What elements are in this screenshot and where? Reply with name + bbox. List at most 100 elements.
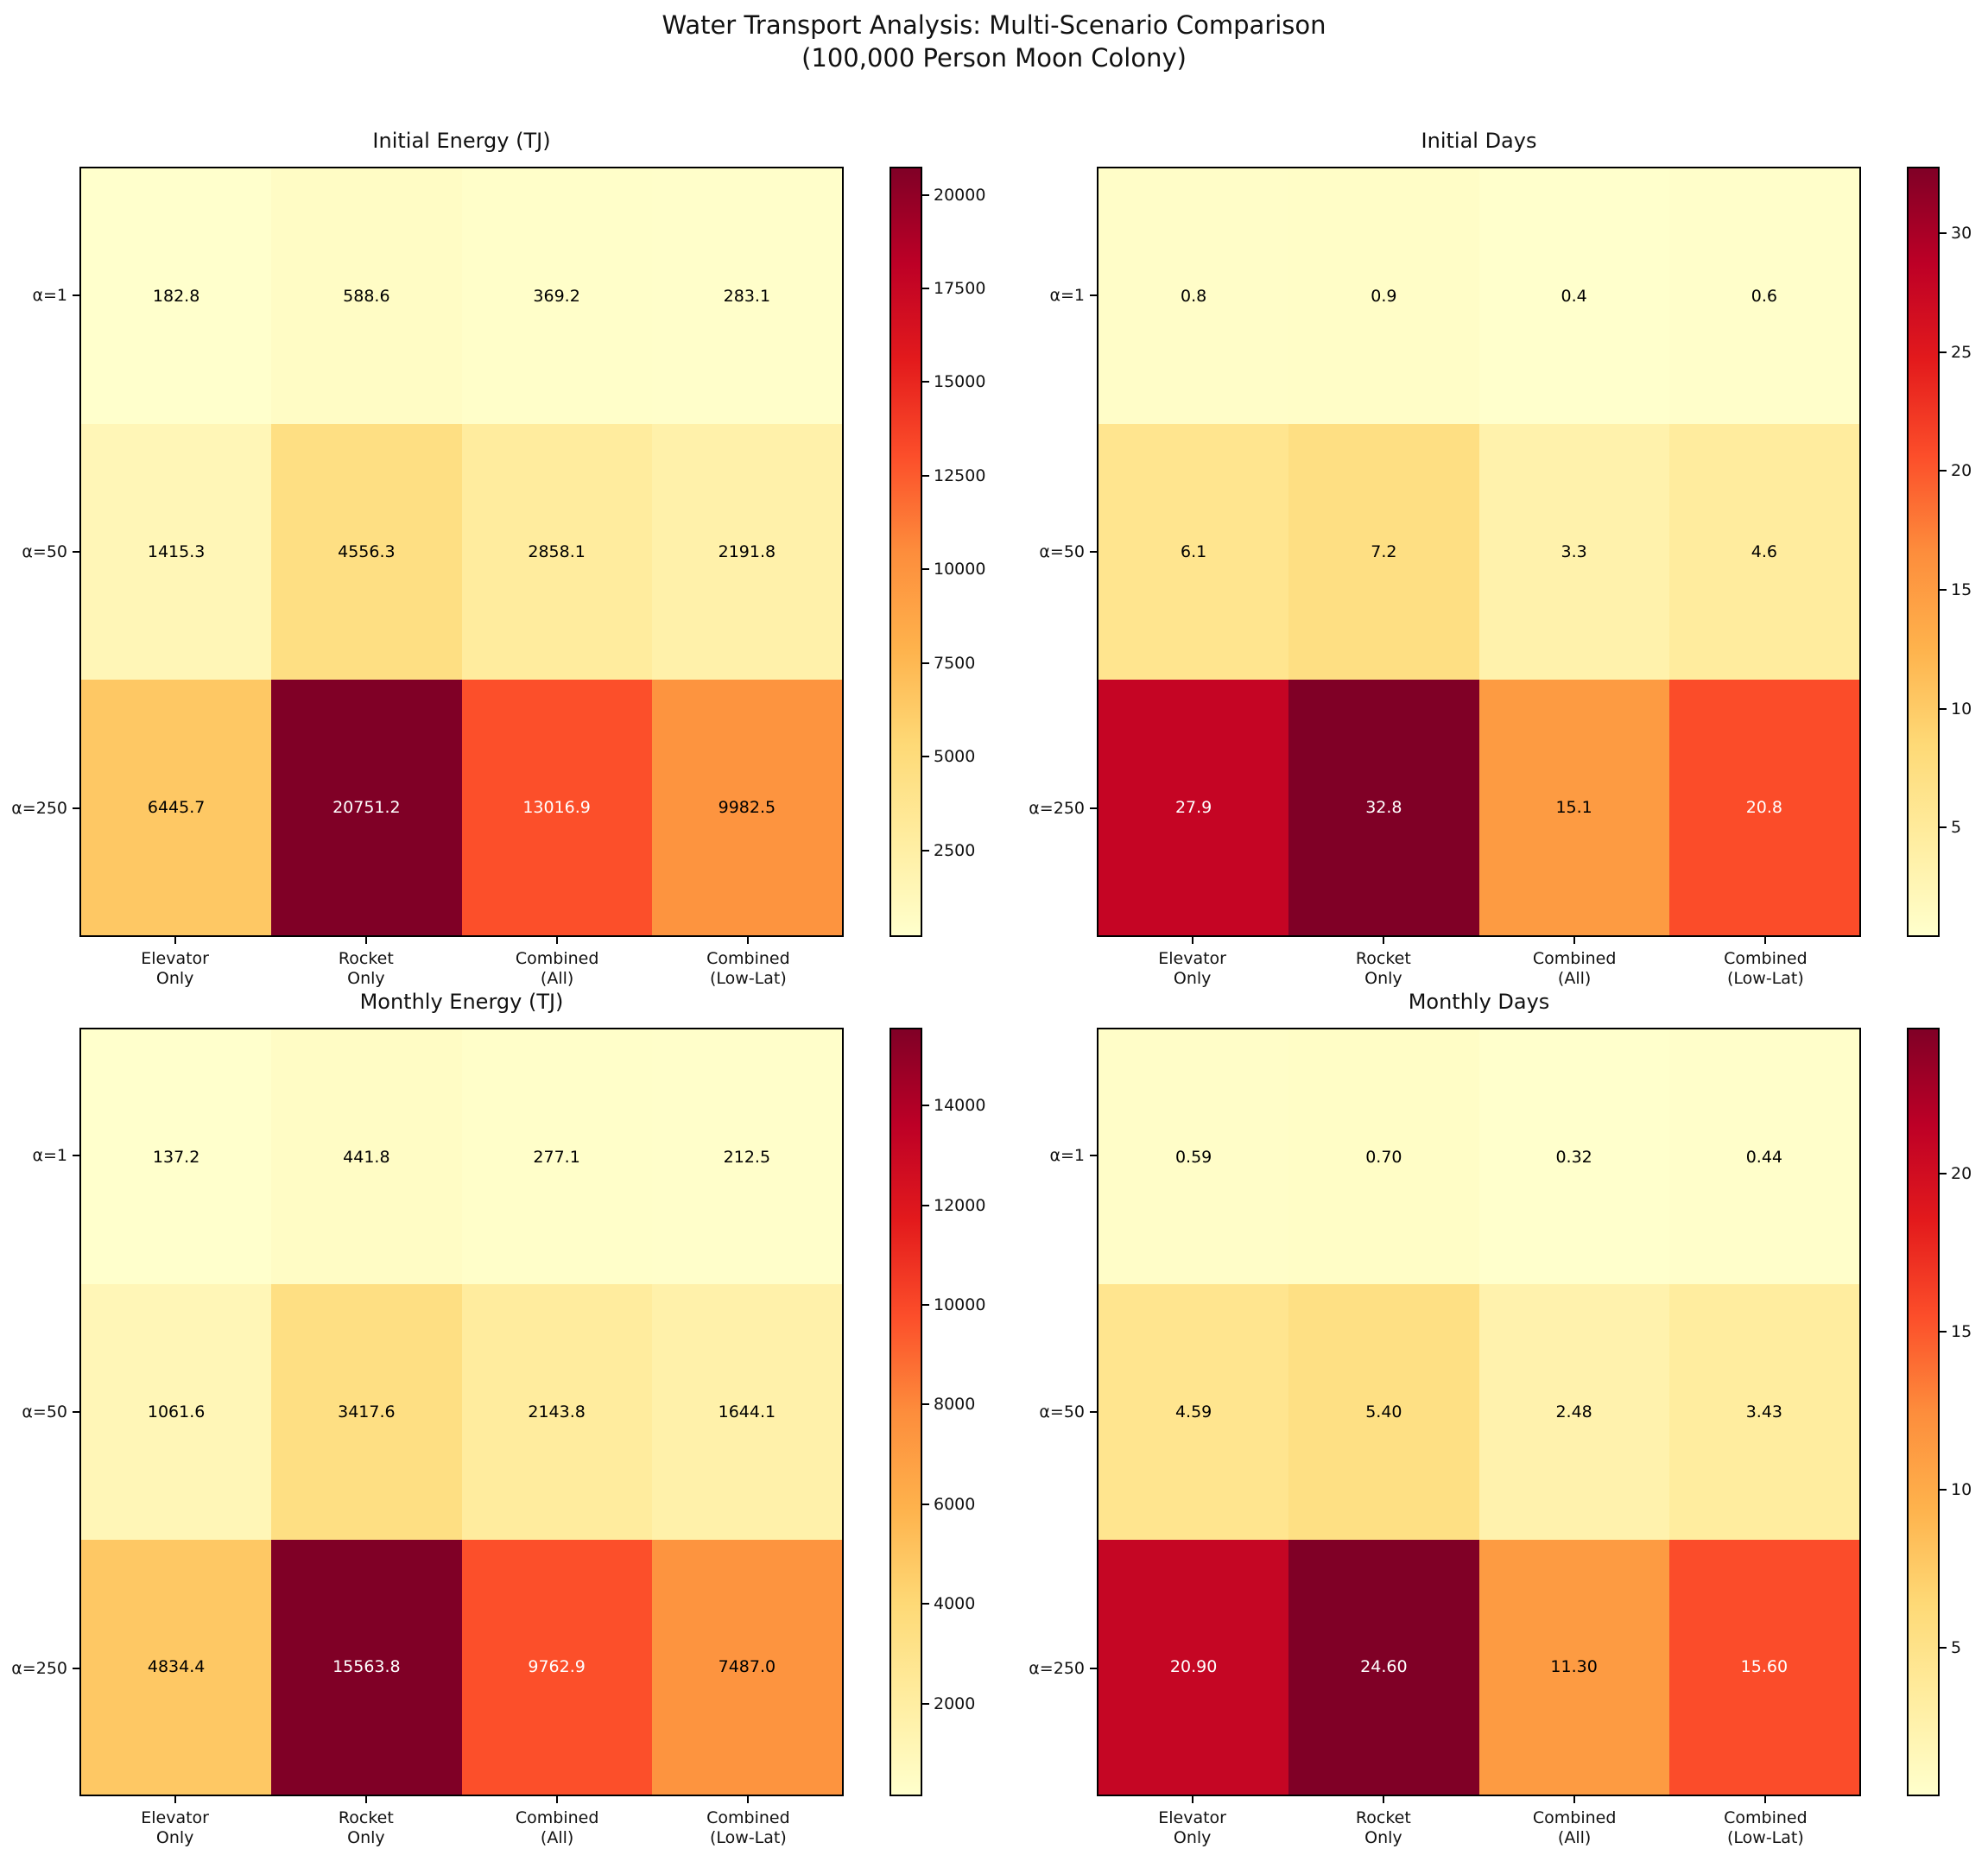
figure-title-line2: (100,000 Person Moon Colony) [801, 43, 1187, 73]
panel-title: Initial Days [1421, 129, 1537, 153]
y-tick [1090, 1155, 1097, 1157]
col-tick-label: Rocket Only [1355, 949, 1411, 988]
colorbar-tick-label: 2500 [934, 840, 976, 860]
x-tick [1764, 1796, 1767, 1803]
cell-value: 13016.9 [522, 797, 591, 817]
y-tick [73, 807, 79, 810]
x-tick [364, 1796, 367, 1803]
x-tick [1573, 1796, 1576, 1803]
heatmap-cell: 5.40 [1288, 1284, 1479, 1540]
colorbar-tick-label: 15 [1951, 1321, 1972, 1341]
colorbar-tick-label: 14000 [934, 1096, 986, 1116]
col-tick-label: Combined (Low-Lat) [706, 1808, 790, 1847]
heatmap-cell: 0.6 [1668, 168, 1859, 424]
y-tick [1090, 1411, 1097, 1413]
cell-value: 0.9 [1371, 286, 1397, 306]
colorbar-tick [922, 1503, 929, 1505]
heatmap-plot: 182.8 588.6 369.2 283.1 1415.3 4556.3 2858.1 21… [79, 167, 844, 937]
heatmap-cell: 441.8 [271, 1029, 462, 1285]
col-tick-label: Elevator Only [1158, 1808, 1226, 1847]
row-tick-label: α=1 [1049, 285, 1085, 305]
colorbar-tick-label: 10 [1951, 1480, 1972, 1500]
heatmap-plot: 0.59 0.70 0.32 0.44 4.59 5.40 2.48 3.43 20.90 24.… [1097, 1028, 1861, 1796]
heatmap-cell: 24.60 [1288, 1539, 1479, 1795]
cell-value: 20.90 [1169, 1657, 1218, 1677]
heatmap-cell: 3.3 [1478, 423, 1669, 680]
heatmap-cell: 15.60 [1668, 1539, 1859, 1795]
row-tick-label: α=1 [32, 1146, 67, 1166]
cell-value: 441.8 [343, 1147, 390, 1167]
colorbar-tick-label: 10000 [934, 560, 986, 579]
x-tick [747, 1796, 750, 1803]
panel-title: Monthly Energy (TJ) [359, 990, 564, 1014]
colorbar-tick-label: 17500 [934, 278, 986, 298]
cell-value: 588.6 [343, 286, 390, 306]
colorbar-tick-label: 4000 [934, 1594, 976, 1614]
heatmap-cell: 0.70 [1288, 1029, 1479, 1285]
heatmap-cell: 7487.0 [651, 1539, 842, 1795]
x-tick [1382, 937, 1384, 944]
colorbar-tick [1940, 707, 1947, 710]
x-tick [364, 937, 367, 944]
cell-value: 11.30 [1550, 1657, 1598, 1677]
heatmap-cell: 3.43 [1668, 1284, 1859, 1540]
colorbar [1907, 1028, 1940, 1796]
heatmap-cell: 1061.6 [81, 1284, 272, 1540]
colorbar-tick [1940, 232, 1947, 235]
row-tick-label: α=50 [1039, 542, 1085, 561]
row-tick-label: α=50 [22, 542, 67, 561]
colorbar-gradient [1909, 168, 1938, 935]
cell-value: 0.8 [1181, 286, 1207, 306]
heatmap-plot: 137.2 441.8 277.1 212.5 1061.6 3417.6 2143.8 16… [79, 1028, 844, 1796]
heatmap-cell: 182.8 [81, 168, 272, 424]
cell-value: 182.8 [152, 286, 200, 306]
heatmap-cell: 6.1 [1098, 423, 1289, 680]
cell-value: 4556.3 [338, 541, 396, 561]
colorbar-tick [1940, 351, 1947, 353]
heatmap-cell: 1415.3 [81, 423, 272, 680]
col-tick-label: Combined (All) [515, 949, 599, 988]
colorbar-tick [922, 568, 929, 571]
heatmap-cell: 2.48 [1478, 1284, 1669, 1540]
row-tick-label: α=1 [1049, 1146, 1085, 1166]
heatmap-cell: 0.32 [1478, 1029, 1669, 1285]
cell-value: 137.2 [152, 1147, 200, 1167]
heatmap-cell: 20751.2 [271, 679, 462, 935]
heatmap-cell: 212.5 [651, 1029, 842, 1285]
cell-value: 0.59 [1174, 1147, 1212, 1167]
col-tick-label: Combined (Low-Lat) [706, 949, 790, 988]
heatmap-cell: 0.44 [1668, 1029, 1859, 1285]
x-tick [1191, 1796, 1193, 1803]
cell-value: 1415.3 [147, 541, 206, 561]
row-tick-label: α=250 [11, 799, 67, 819]
cell-value: 15563.8 [332, 1657, 401, 1677]
heatmap-cell: 27.9 [1098, 679, 1289, 935]
colorbar-tick-label: 25 [1951, 342, 1972, 362]
cell-value: 5.40 [1365, 1402, 1402, 1421]
x-tick [1764, 937, 1767, 944]
heatmap-cell: 0.59 [1098, 1029, 1289, 1285]
colorbar-tick-label: 20 [1951, 1163, 1972, 1183]
cell-value: 277.1 [533, 1147, 580, 1167]
heatmap-cell: 4.6 [1668, 423, 1859, 680]
colorbar [890, 1028, 922, 1796]
colorbar-tick-label: 20000 [934, 185, 986, 205]
colorbar-tick-label: 12500 [934, 465, 986, 485]
y-tick [1090, 1667, 1097, 1669]
colorbar-tick [922, 381, 929, 383]
colorbar-tick-label: 15 [1951, 580, 1972, 600]
heatmap-cell: 20.8 [1668, 679, 1859, 935]
cell-value: 6445.7 [147, 797, 206, 817]
colorbar-tick [1940, 1647, 1947, 1649]
colorbar [890, 167, 922, 937]
colorbar [1907, 167, 1940, 937]
cell-value: 7.2 [1371, 541, 1397, 561]
colorbar-tick [922, 1702, 929, 1705]
col-tick-label: Combined (All) [1532, 1808, 1617, 1847]
panel-title: Initial Energy (TJ) [372, 129, 551, 153]
figure-title: Water Transport Analysis: Multi-Scenario… [0, 9, 1988, 75]
row-tick-label: α=50 [22, 1402, 67, 1421]
col-tick-label: Combined (Low-Lat) [1724, 949, 1808, 988]
heatmap-plot: 0.8 0.9 0.4 0.6 6.1 7.2 3.3 4.6 27.9 32.8 15.1 20.8 [1097, 167, 1861, 937]
colorbar-tick [1940, 1172, 1947, 1174]
